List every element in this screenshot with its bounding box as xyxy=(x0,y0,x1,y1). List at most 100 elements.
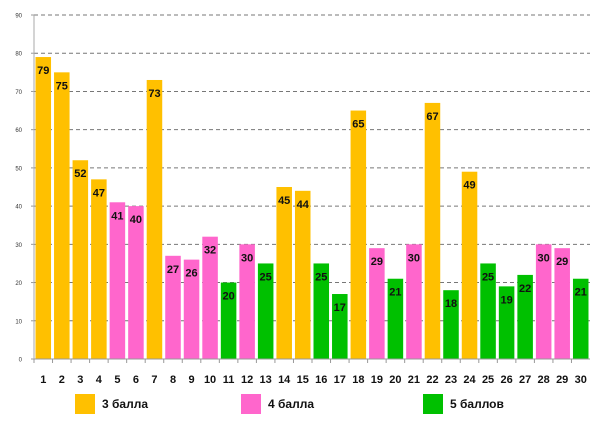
data-label: 32 xyxy=(204,245,216,257)
data-label: 65 xyxy=(352,119,364,131)
bar xyxy=(109,202,126,359)
bar xyxy=(276,187,292,359)
x-tick-label: 25 xyxy=(482,374,494,386)
y-tick-label: 50 xyxy=(15,166,22,172)
x-tick-label: 12 xyxy=(241,374,253,386)
data-label: 49 xyxy=(463,180,475,192)
data-label: 22 xyxy=(519,283,531,295)
data-label: 27 xyxy=(167,264,179,276)
bar xyxy=(498,286,515,359)
legend-label-4: 4 балла xyxy=(268,397,315,411)
data-label: 47 xyxy=(93,187,105,199)
x-tick-label: 5 xyxy=(114,374,120,386)
legend-swatch-5 xyxy=(423,394,443,414)
y-tick-label: 0 xyxy=(19,358,23,364)
bar xyxy=(220,282,237,359)
x-tick-label: 13 xyxy=(260,374,272,386)
bar xyxy=(332,294,348,359)
bar xyxy=(257,263,274,359)
data-label: 45 xyxy=(278,195,290,207)
bar xyxy=(350,110,367,359)
bar xyxy=(517,274,533,359)
bar xyxy=(406,244,422,359)
x-tick-label: 23 xyxy=(445,374,457,386)
data-label: 52 xyxy=(74,168,86,180)
data-label: 79 xyxy=(37,65,49,77)
bar xyxy=(202,236,218,359)
x-tick-label: 14 xyxy=(278,374,291,386)
bar xyxy=(369,248,385,359)
legend-item-3: 3 балла xyxy=(75,394,148,414)
data-label: 29 xyxy=(556,256,568,268)
legend-item-4: 4 балла xyxy=(241,394,314,414)
data-label: 21 xyxy=(575,287,587,299)
bar xyxy=(239,244,255,359)
data-label: 30 xyxy=(538,252,550,264)
data-label: 17 xyxy=(334,302,346,314)
bar xyxy=(535,244,552,359)
x-tick-label: 15 xyxy=(297,374,309,386)
data-label: 30 xyxy=(241,252,253,264)
bar xyxy=(294,190,311,359)
x-tick-label: 24 xyxy=(463,374,476,386)
bar xyxy=(572,278,589,359)
x-tick-label: 22 xyxy=(426,374,438,386)
y-tick-label: 10 xyxy=(15,319,22,325)
legend-swatch-3 xyxy=(75,394,95,414)
x-tick-label: 10 xyxy=(204,374,216,386)
data-label: 21 xyxy=(389,287,401,299)
x-tick-label: 27 xyxy=(519,374,531,386)
x-tick-label: 2 xyxy=(59,374,65,386)
data-label: 44 xyxy=(297,199,310,211)
legend-swatch-4 xyxy=(241,394,261,414)
x-tick-label: 30 xyxy=(575,374,587,386)
data-label: 67 xyxy=(426,111,438,123)
legend-item-5: 5 баллов xyxy=(423,394,504,414)
bar xyxy=(35,57,52,360)
bar xyxy=(165,255,181,359)
bar xyxy=(387,278,404,359)
x-tick-label: 11 xyxy=(223,374,235,386)
data-label: 25 xyxy=(315,271,327,283)
x-tick-label: 17 xyxy=(334,374,346,386)
x-tick-label: 21 xyxy=(408,374,420,386)
y-tick-label: 40 xyxy=(15,205,22,211)
data-label: 41 xyxy=(111,210,123,222)
x-tick-label: 7 xyxy=(151,374,157,386)
data-label: 40 xyxy=(130,214,142,226)
data-label: 26 xyxy=(185,268,197,280)
bar xyxy=(443,290,459,359)
x-tick-label: 29 xyxy=(556,374,568,386)
bar xyxy=(128,206,144,359)
y-tick-label: 20 xyxy=(15,281,22,287)
bar xyxy=(183,259,200,359)
x-tick-label: 18 xyxy=(352,374,364,386)
data-label: 19 xyxy=(500,294,512,306)
data-label: 25 xyxy=(482,271,494,283)
bar xyxy=(313,263,330,359)
data-label: 29 xyxy=(371,256,383,268)
bar xyxy=(146,79,163,359)
data-label: 73 xyxy=(148,88,160,100)
y-tick-label: 90 xyxy=(15,14,22,20)
bar xyxy=(461,171,478,359)
x-tick-label: 4 xyxy=(96,374,103,386)
bar xyxy=(91,179,107,359)
x-tick-label: 9 xyxy=(188,374,194,386)
y-tick-label: 60 xyxy=(15,128,22,134)
data-label: 20 xyxy=(222,291,234,303)
bar xyxy=(54,72,70,359)
x-tick-label: 3 xyxy=(77,374,83,386)
bar xyxy=(72,160,89,359)
y-tick-label: 30 xyxy=(15,243,22,249)
x-tick-label: 8 xyxy=(170,374,176,386)
x-tick-label: 28 xyxy=(538,374,550,386)
data-label: 75 xyxy=(56,80,68,92)
x-tick-label: 20 xyxy=(389,374,401,386)
data-label: 18 xyxy=(445,298,457,310)
y-tick-label: 80 xyxy=(15,52,22,58)
x-tick-label: 6 xyxy=(133,374,139,386)
bar xyxy=(554,248,570,359)
data-label: 30 xyxy=(408,252,420,264)
